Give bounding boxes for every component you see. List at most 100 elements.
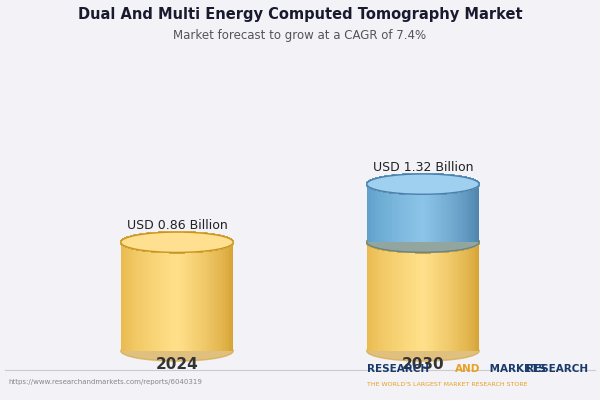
Bar — [473, 242, 475, 351]
Bar — [441, 242, 443, 351]
Ellipse shape — [367, 174, 479, 194]
Ellipse shape — [121, 232, 233, 252]
Text: MARKETS: MARKETS — [486, 364, 546, 374]
Ellipse shape — [367, 174, 479, 194]
Bar — [443, 184, 444, 242]
Ellipse shape — [121, 232, 233, 252]
Ellipse shape — [121, 232, 233, 252]
Ellipse shape — [121, 232, 233, 252]
Ellipse shape — [367, 174, 479, 194]
Bar — [460, 242, 461, 351]
Ellipse shape — [121, 232, 233, 252]
Ellipse shape — [367, 232, 479, 252]
Bar — [394, 242, 395, 351]
Bar — [371, 242, 373, 351]
Bar — [373, 184, 374, 242]
Bar — [476, 184, 478, 242]
Ellipse shape — [367, 232, 479, 252]
Ellipse shape — [367, 232, 479, 252]
Ellipse shape — [121, 232, 233, 252]
Ellipse shape — [367, 232, 479, 252]
Ellipse shape — [367, 232, 479, 252]
Bar — [423, 184, 424, 242]
Ellipse shape — [367, 174, 479, 194]
Bar — [190, 242, 191, 351]
Bar — [415, 184, 416, 242]
Bar — [452, 242, 454, 351]
Bar — [407, 184, 409, 242]
Bar — [221, 242, 222, 351]
Bar — [209, 242, 211, 351]
Ellipse shape — [367, 174, 479, 194]
Bar — [445, 184, 447, 242]
Bar — [157, 242, 159, 351]
Bar — [167, 242, 169, 351]
Ellipse shape — [121, 232, 233, 252]
Ellipse shape — [121, 232, 233, 252]
Ellipse shape — [367, 174, 479, 194]
Ellipse shape — [367, 232, 479, 252]
Ellipse shape — [367, 174, 479, 194]
Bar — [197, 242, 198, 351]
Bar — [368, 184, 370, 242]
Ellipse shape — [367, 232, 479, 252]
Ellipse shape — [367, 232, 479, 252]
Ellipse shape — [367, 174, 479, 194]
Bar — [371, 184, 373, 242]
Bar — [198, 242, 200, 351]
Bar — [404, 242, 406, 351]
Ellipse shape — [367, 174, 479, 194]
Ellipse shape — [121, 232, 233, 252]
Bar — [125, 242, 127, 351]
Ellipse shape — [367, 174, 479, 194]
Bar — [449, 184, 451, 242]
Ellipse shape — [367, 174, 479, 194]
Ellipse shape — [367, 174, 479, 194]
Bar — [226, 242, 227, 351]
Bar — [469, 242, 471, 351]
Ellipse shape — [121, 232, 233, 252]
Ellipse shape — [367, 174, 479, 194]
Ellipse shape — [367, 174, 479, 194]
Ellipse shape — [121, 232, 233, 252]
Bar — [379, 242, 381, 351]
Bar — [121, 242, 122, 351]
Ellipse shape — [121, 232, 233, 252]
Ellipse shape — [367, 232, 479, 252]
Bar — [124, 242, 125, 351]
Bar — [217, 242, 218, 351]
Bar — [475, 184, 476, 242]
Bar — [396, 242, 398, 351]
Ellipse shape — [367, 174, 479, 194]
Bar — [451, 184, 452, 242]
Bar — [129, 242, 131, 351]
Ellipse shape — [121, 232, 233, 252]
Bar — [151, 242, 152, 351]
Bar — [413, 242, 415, 351]
Ellipse shape — [367, 174, 479, 194]
Bar — [457, 184, 458, 242]
Text: 2024: 2024 — [155, 357, 199, 372]
Bar — [155, 242, 156, 351]
Text: USD 0.86 Billion: USD 0.86 Billion — [127, 219, 227, 232]
Bar — [404, 184, 406, 242]
Bar — [178, 242, 180, 351]
Ellipse shape — [367, 232, 479, 252]
Ellipse shape — [121, 232, 233, 252]
Bar — [222, 242, 223, 351]
Ellipse shape — [367, 232, 479, 252]
Ellipse shape — [367, 232, 479, 252]
Ellipse shape — [121, 232, 233, 252]
Bar — [385, 184, 386, 242]
Bar — [204, 242, 205, 351]
Bar — [420, 242, 422, 351]
Bar — [428, 242, 430, 351]
Bar — [389, 242, 391, 351]
Bar — [398, 184, 399, 242]
Bar — [392, 184, 394, 242]
Ellipse shape — [367, 174, 479, 194]
Ellipse shape — [367, 232, 479, 252]
Bar — [201, 242, 202, 351]
Ellipse shape — [367, 174, 479, 194]
Bar — [422, 184, 423, 242]
